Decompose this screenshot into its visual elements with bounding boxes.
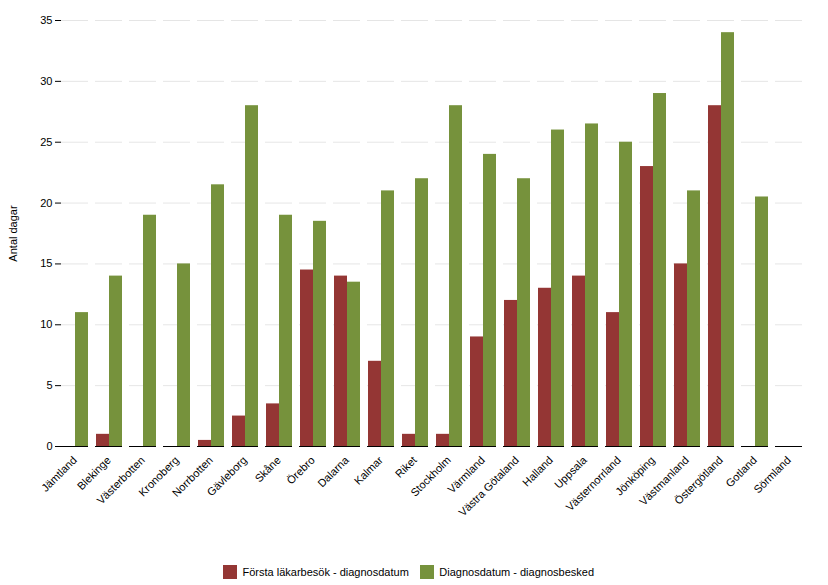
svg-text:Skåne: Skåne	[252, 454, 283, 485]
svg-text:Gävleborg: Gävleborg	[205, 454, 249, 498]
svg-text:30: 30	[40, 75, 52, 87]
svg-text:10: 10	[40, 318, 52, 330]
svg-text:35: 35	[40, 14, 52, 26]
svg-text:Sörmland: Sörmland	[751, 454, 793, 496]
svg-text:Västernorrland: Västernorrland	[563, 454, 623, 514]
svg-text:5: 5	[46, 379, 52, 391]
svg-text:Dalarna: Dalarna	[315, 453, 351, 489]
svg-text:20: 20	[40, 197, 52, 209]
svg-text:Stockholm: Stockholm	[408, 454, 453, 499]
svg-text:Kalmar: Kalmar	[352, 454, 385, 487]
svg-text:Kronoberg: Kronoberg	[136, 453, 181, 499]
svg-text:0: 0	[46, 440, 52, 452]
svg-text:Norrbotten: Norrbotten	[169, 453, 215, 499]
svg-text:Västmanland: Västmanland	[637, 453, 691, 508]
svg-text:Riket: Riket	[393, 454, 419, 480]
html-text:Diagnosdatum - diagnosbesked: Diagnosdatum - diagnosbesked	[439, 565, 594, 578]
svg-text:Blekinge: Blekinge	[74, 453, 113, 493]
svg-text:Gotland: Gotland	[723, 453, 759, 490]
svg-text:25: 25	[40, 136, 52, 148]
svg-text:Östergötland: Östergötland	[672, 454, 725, 507]
svg-text:Jönköping: Jönköping	[613, 453, 657, 498]
svg-text:Jämtland: Jämtland	[39, 454, 79, 494]
html-text:Första läkarbesök - diagnosdat: Första läkarbesök - diagnosdatum	[242, 565, 409, 578]
svg-text:Halland: Halland	[520, 454, 555, 489]
svg-text:Uppsala: Uppsala	[551, 453, 589, 491]
svg-text:Västra Götaland: Västra Götaland	[456, 454, 521, 519]
svg-text:Örebro: Örebro	[284, 454, 317, 487]
svg-text:Värmland: Värmland	[445, 453, 487, 496]
svg-text:Antal dagar: Antal dagar	[7, 205, 19, 262]
svg-text:15: 15	[40, 257, 52, 269]
svg-text:Västerbotten: Västerbotten	[94, 454, 147, 507]
